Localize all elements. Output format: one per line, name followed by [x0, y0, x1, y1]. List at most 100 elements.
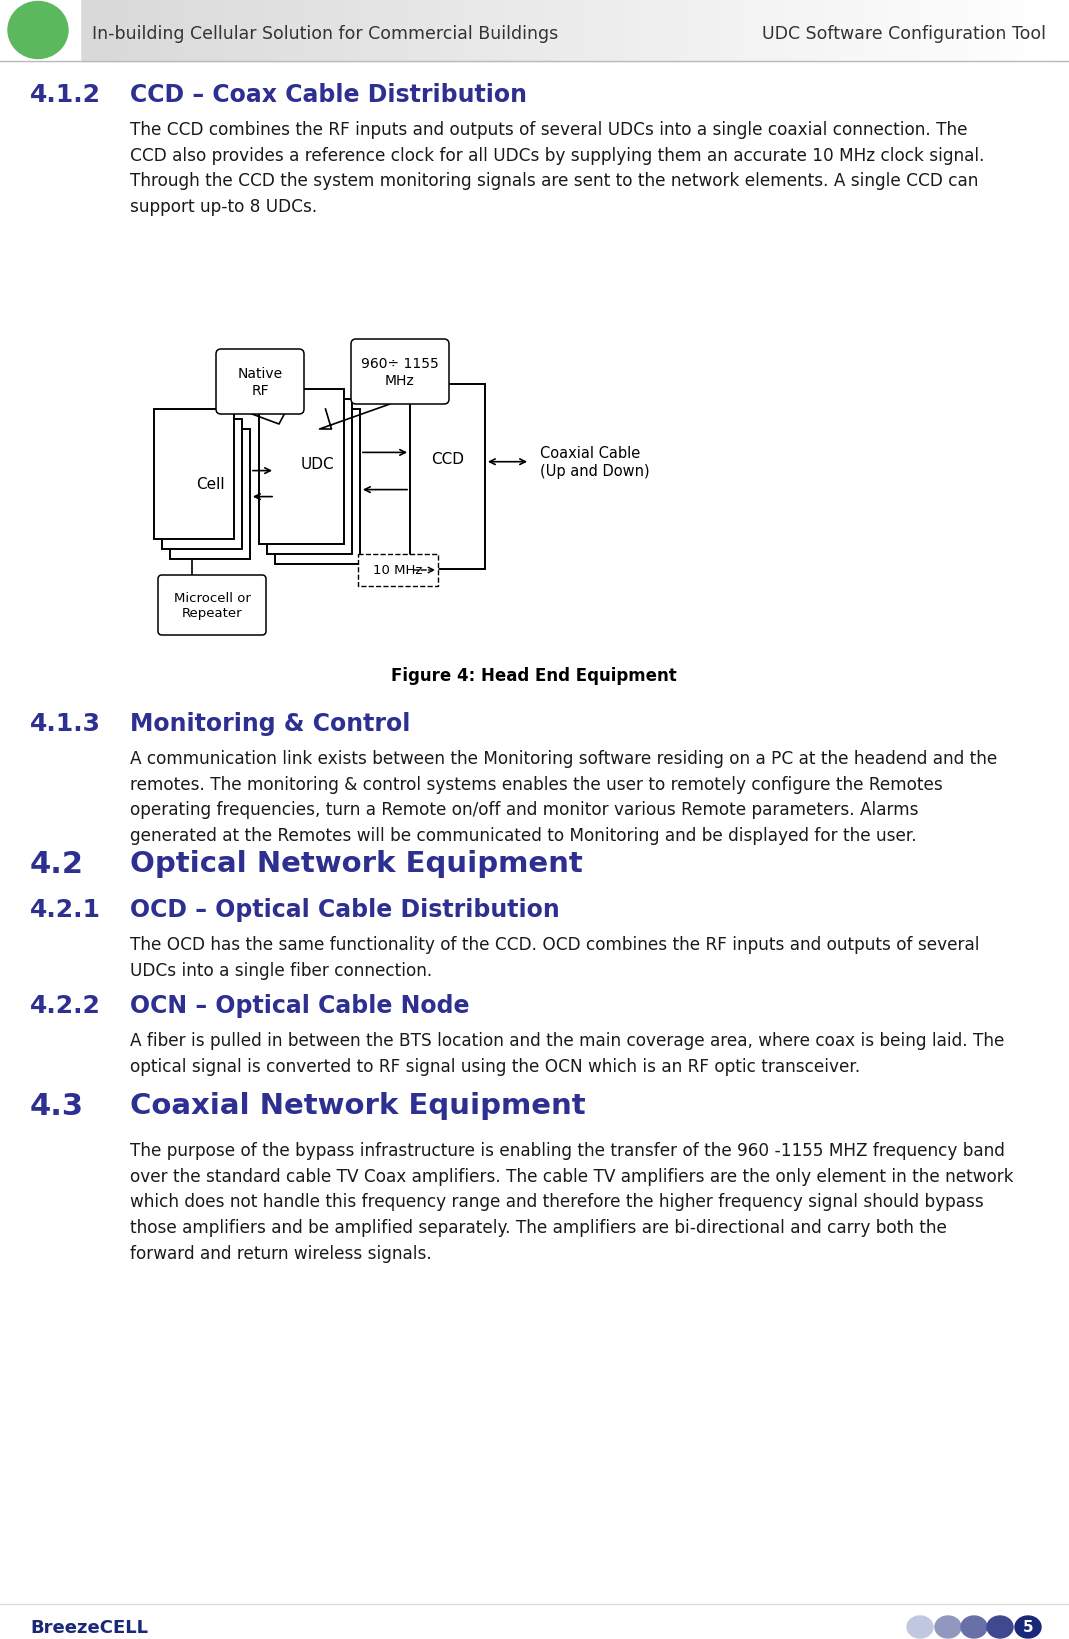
Text: The OCD has the same functionality of the CCD. OCD combines the RF inputs and ou: The OCD has the same functionality of th… [130, 936, 979, 978]
Bar [855, 0, 872, 62]
Bar [920, 0, 939, 62]
Bar [376, 0, 394, 62]
Bar [772, 0, 790, 62]
Bar [624, 0, 641, 62]
Ellipse shape [7, 3, 68, 59]
Bar [360, 0, 377, 62]
Bar [558, 0, 575, 62]
Bar [212, 0, 230, 62]
Bar [146, 0, 164, 62]
Bar [525, 0, 543, 62]
Bar [0, 0, 1069, 62]
Text: 4.3: 4.3 [30, 1092, 84, 1121]
Bar [723, 0, 741, 62]
Bar [170, 429, 250, 559]
Bar [267, 400, 352, 554]
Bar [409, 0, 428, 62]
Bar [789, 0, 806, 62]
Bar [954, 0, 971, 62]
Bar [196, 0, 213, 62]
Bar [987, 0, 1004, 62]
Text: In-building Cellular Solution for Commercial Buildings: In-building Cellular Solution for Commer… [92, 25, 558, 43]
Bar [162, 0, 180, 62]
Text: 960÷ 1155
MHz: 960÷ 1155 MHz [361, 357, 439, 387]
Text: UDC Software Configuration Tool: UDC Software Configuration Tool [762, 25, 1045, 43]
Bar [690, 0, 708, 62]
Bar [0, 0, 80, 62]
Bar [492, 0, 510, 62]
Bar [1036, 0, 1054, 62]
Text: Native
RF: Native RF [237, 367, 282, 397]
Bar [871, 0, 888, 62]
Bar [358, 554, 438, 587]
Bar [574, 0, 592, 62]
Bar [1053, 0, 1069, 62]
Bar [970, 0, 988, 62]
FancyBboxPatch shape [351, 339, 449, 405]
Bar [275, 410, 360, 565]
Bar [294, 0, 312, 62]
Bar [179, 0, 197, 62]
Ellipse shape [961, 1616, 987, 1637]
Bar [427, 0, 444, 62]
Text: The purpose of the bypass infrastructure is enabling the transfer of the 960 -11: The purpose of the bypass infrastructure… [130, 1141, 1013, 1262]
Ellipse shape [907, 1616, 933, 1637]
Text: Cell: Cell [196, 477, 224, 492]
Bar [707, 0, 724, 62]
Bar [327, 0, 344, 62]
Bar [640, 0, 657, 62]
Bar [887, 0, 905, 62]
Bar [154, 410, 234, 539]
Text: OCN – Optical Cable Node: OCN – Optical Cable Node [130, 993, 469, 1018]
Text: 5: 5 [1023, 1619, 1034, 1634]
Bar [459, 0, 477, 62]
Bar [657, 0, 675, 62]
Bar [162, 420, 242, 549]
Bar [393, 0, 410, 62]
Bar [96, 0, 114, 62]
Bar [838, 0, 855, 62]
Text: UDC: UDC [300, 457, 335, 472]
Text: BreezeCELL: BreezeCELL [30, 1618, 148, 1636]
Bar [542, 0, 559, 62]
Text: Coaxial Network Equipment: Coaxial Network Equipment [130, 1092, 586, 1119]
Bar [129, 0, 146, 62]
Bar [259, 390, 344, 544]
Bar [476, 0, 493, 62]
Bar [607, 0, 625, 62]
Bar [80, 0, 97, 62]
Text: 4.2.2: 4.2.2 [30, 993, 100, 1018]
Text: CCD – Coax Cable Distribution: CCD – Coax Cable Distribution [130, 84, 527, 107]
Text: CCD: CCD [431, 451, 464, 465]
Ellipse shape [1014, 1616, 1041, 1637]
Text: A fiber is pulled in between the BTS location and the main coverage area, where : A fiber is pulled in between the BTS loc… [130, 1031, 1005, 1075]
Bar [805, 0, 823, 62]
Bar [756, 0, 773, 62]
Text: OCD – Optical Cable Distribution: OCD – Optical Cable Distribution [130, 898, 560, 921]
Bar [311, 0, 328, 62]
Bar [344, 0, 361, 62]
Text: 4.1.2: 4.1.2 [30, 84, 100, 107]
Bar [261, 0, 279, 62]
Text: 4.1.3: 4.1.3 [30, 711, 100, 736]
Bar [509, 0, 526, 62]
Bar [740, 0, 757, 62]
Bar [410, 385, 485, 570]
Bar [822, 0, 839, 62]
Bar [278, 0, 295, 62]
Bar [1003, 0, 1021, 62]
Bar [591, 0, 608, 62]
Bar [1020, 0, 1037, 62]
Bar [113, 0, 130, 62]
FancyBboxPatch shape [158, 575, 266, 636]
Bar [443, 0, 460, 62]
Text: Optical Network Equipment: Optical Network Equipment [130, 849, 583, 877]
Bar [904, 0, 921, 62]
Bar [229, 0, 246, 62]
Ellipse shape [935, 1616, 961, 1637]
Text: Microcell or
Repeater: Microcell or Repeater [173, 592, 250, 620]
Text: The CCD combines the RF inputs and outputs of several UDCs into a single coaxial: The CCD combines the RF inputs and outpu… [130, 121, 985, 216]
Text: 4.2.1: 4.2.1 [30, 898, 100, 921]
Text: Figure 4: Head End Equipment: Figure 4: Head End Equipment [391, 667, 677, 685]
FancyBboxPatch shape [216, 349, 304, 415]
